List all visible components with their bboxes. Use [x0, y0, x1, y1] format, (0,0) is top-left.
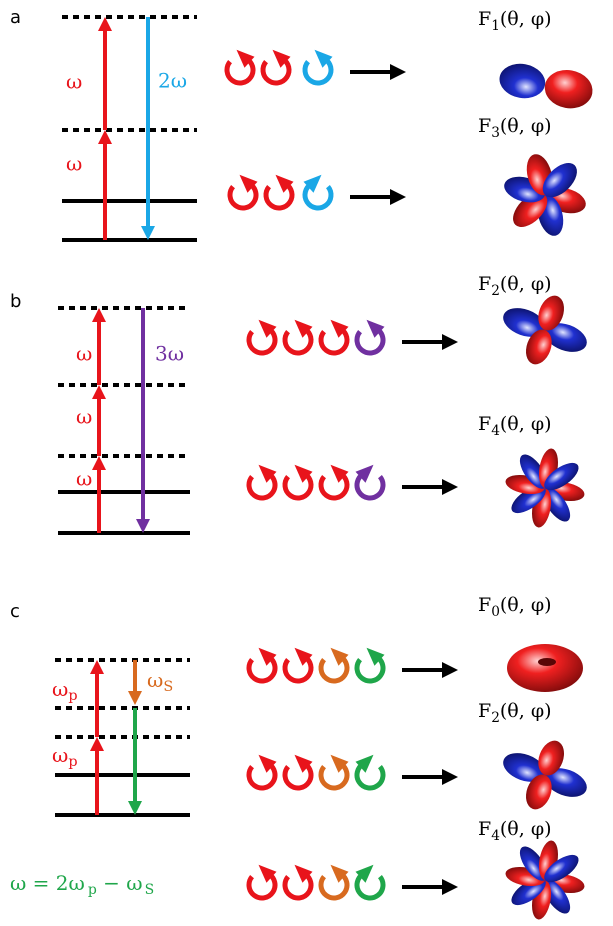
arrow-head: [92, 456, 106, 470]
arrow-head: [90, 660, 104, 674]
function-label-index: 0: [491, 604, 500, 620]
function-label-symbol: F: [478, 700, 491, 722]
angular-distribution: [501, 151, 588, 238]
pump-label: ω: [76, 405, 92, 429]
function-label: F3(θ, φ): [478, 115, 552, 141]
function-label-args: (θ, φ): [500, 8, 552, 30]
stokes-label: ωS: [147, 668, 173, 696]
function-label-symbol: F: [478, 818, 491, 840]
angular-distribution: [504, 839, 586, 921]
angular-distribution: [497, 60, 596, 112]
torus-hole: [538, 658, 556, 666]
arrow-head: [98, 130, 112, 144]
function-label-index: 1: [491, 18, 500, 34]
arrow-head: [90, 737, 104, 751]
pump-label-index: p: [68, 754, 77, 770]
arrow-head: [92, 385, 106, 399]
equation: ω = 2ωp − ωS: [10, 871, 154, 899]
function-label-symbol: F: [478, 594, 491, 616]
function-label-args: (θ, φ): [500, 413, 552, 435]
function-label-args: (θ, φ): [500, 273, 552, 295]
pump-label-symbol: ω: [52, 677, 68, 701]
emission-label: 3ω: [155, 342, 184, 366]
arrow-head: [442, 879, 458, 895]
pump-label: ω: [76, 342, 92, 366]
angular-distribution: [499, 737, 591, 813]
stokes-label-index: S: [163, 679, 173, 695]
function-label-symbol: F: [478, 8, 491, 30]
stokes-label-symbol: ω: [147, 668, 163, 692]
arrow-head: [390, 64, 406, 80]
arrow-head: [92, 308, 106, 322]
angular-distribution: [499, 292, 591, 368]
equation-lhs: ω = 2ω: [10, 871, 85, 895]
arrow-head: [141, 226, 155, 240]
function-label-index: 2: [491, 710, 500, 726]
equation-rhs: − ω: [97, 871, 143, 895]
function-label-index: 2: [491, 283, 500, 299]
pump-label-symbol: ω: [52, 743, 68, 767]
function-label: F4(θ, φ): [478, 818, 552, 844]
arrow-head: [442, 769, 458, 785]
diagram: aωω2ωF1(θ, φ)F3(θ, φ)bωωω3ωF2(θ, φ)F4(θ,…: [0, 0, 613, 926]
lobe: [497, 60, 548, 101]
function-label: F2(θ, φ): [478, 700, 552, 726]
function-label-index: 4: [491, 828, 500, 844]
function-label-args: (θ, φ): [500, 700, 552, 722]
pump-label: ω: [66, 152, 82, 176]
pump-label-index: p: [68, 688, 77, 704]
function-label: F4(θ, φ): [478, 413, 552, 439]
lobe: [542, 66, 596, 112]
function-label-index: 4: [491, 423, 500, 439]
function-label-symbol: F: [478, 413, 491, 435]
arrow-head: [442, 662, 458, 678]
function-label-args: (θ, φ): [500, 818, 552, 840]
function-label-index: 3: [491, 125, 500, 141]
pump-label: ωp: [52, 743, 78, 771]
arrow-head: [442, 334, 458, 350]
equation-index: p: [88, 882, 97, 898]
function-label-symbol: F: [478, 273, 491, 295]
emission-label: 2ω: [158, 69, 187, 93]
arrow-head: [136, 519, 150, 533]
panel-label: b: [10, 291, 21, 312]
function-label: F1(θ, φ): [478, 8, 552, 34]
function-label: F0(θ, φ): [478, 594, 552, 620]
angular-distribution: [504, 447, 586, 529]
function-label-args: (θ, φ): [500, 594, 552, 616]
equation-index: S: [145, 882, 155, 898]
function-label-args: (θ, φ): [500, 115, 552, 137]
arrow-head: [98, 17, 112, 31]
pump-label: ωp: [52, 677, 78, 705]
arrow-head: [128, 801, 142, 815]
function-label: F2(θ, φ): [478, 273, 552, 299]
panel-label: a: [10, 7, 21, 28]
arrow-head: [390, 189, 406, 205]
arrow-head: [442, 479, 458, 495]
pump-label: ω: [76, 467, 92, 491]
function-label-symbol: F: [478, 115, 491, 137]
torus: [507, 644, 583, 692]
pump-label: ω: [66, 70, 82, 94]
arrow-head: [128, 691, 142, 705]
panel-label: c: [10, 601, 20, 622]
